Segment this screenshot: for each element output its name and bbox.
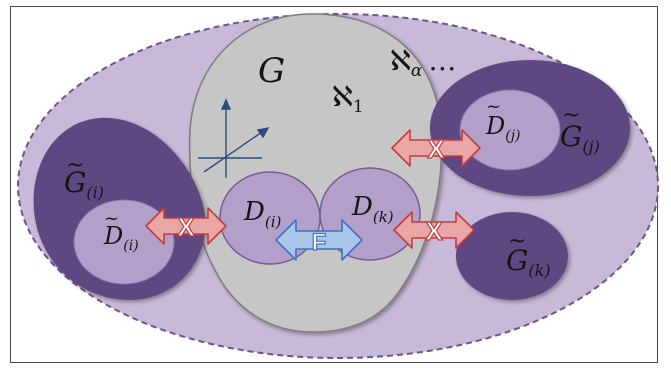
axes-icon <box>198 98 270 178</box>
svg-text:~: ~ <box>486 96 501 117</box>
d-tilde-i-label: ~ D(i) <box>103 208 139 254</box>
red-arrow-lower-right <box>393 211 475 249</box>
d-tilde-i-region <box>73 199 175 285</box>
d-tilde-j-label: ~ D(j) <box>485 96 521 144</box>
svg-text:~: ~ <box>66 153 84 178</box>
f-mark: F <box>312 229 327 256</box>
g-tilde-k-label: ~ G(k) <box>506 229 551 280</box>
d-k-label: D(k) <box>351 192 394 226</box>
g-tilde-i-label: ~ G(i) <box>64 153 104 202</box>
g-tilde-k-region <box>456 212 568 300</box>
red-arrow-upper-right <box>391 129 481 167</box>
svg-text:~: ~ <box>562 103 580 128</box>
red-arrow-left <box>145 207 227 245</box>
x-mark-upper-right: X <box>427 134 445 164</box>
aleph-1-label: ℵ1 <box>332 80 364 117</box>
g-tilde-j-label: ~ G(j) <box>560 103 600 156</box>
d-i-label: D(i) <box>243 197 282 231</box>
svg-text:G(k): G(k) <box>506 244 551 280</box>
d-tilde-j-region <box>459 89 561 171</box>
svg-text:~: ~ <box>104 208 119 229</box>
aleph-alpha-label: ℵα… <box>390 44 456 81</box>
svg-text:D(i): D(i) <box>103 222 139 254</box>
g-label: G <box>258 51 285 91</box>
x-mark-left: X <box>177 212 195 242</box>
svg-text:G(i): G(i) <box>64 166 104 202</box>
svg-text:~: ~ <box>508 229 526 254</box>
f-arrow <box>275 219 363 261</box>
svg-text:G(j): G(j) <box>560 120 600 156</box>
x-mark-lower-right: X <box>425 216 443 246</box>
svg-text:D(j): D(j) <box>485 112 521 144</box>
